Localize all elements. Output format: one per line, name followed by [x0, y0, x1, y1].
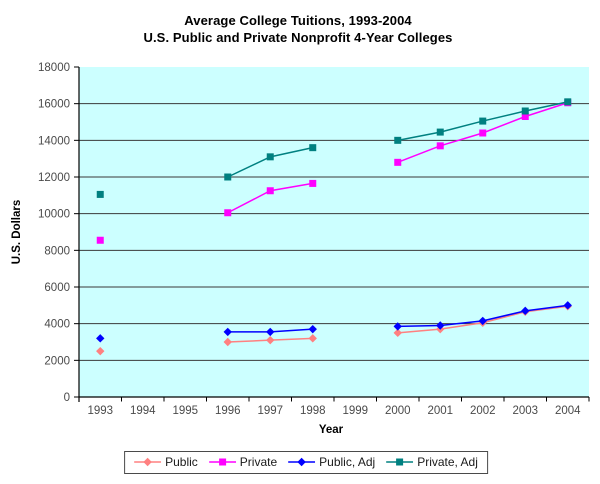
legend-square-swatch-icon — [208, 458, 236, 466]
legend-label: Public — [165, 455, 198, 469]
data-point-diamond — [223, 337, 232, 347]
data-point-diamond — [96, 334, 105, 343]
data-point-diamond — [436, 321, 445, 330]
legend-label: Public, Adj — [319, 455, 376, 469]
series-private-adj — [96, 98, 572, 198]
data-point-diamond — [96, 346, 105, 356]
plot-background — [79, 67, 589, 397]
data-point-diamond — [478, 316, 487, 326]
x-tick-label: 1996 — [215, 405, 241, 417]
data-point-diamond — [266, 335, 275, 345]
x-tick-label: 2004 — [555, 405, 581, 417]
legend: Public Private Public, Adj Private, Adj — [124, 451, 488, 474]
data-point-square — [479, 117, 487, 125]
chart-title: Average College Tuitions, 1993-2004 — [184, 13, 412, 28]
x-tick-label: 2003 — [512, 405, 538, 417]
x-axis-ticks: 1993 1994 1995 1996 1997 1998 1999 2000 2001 2002… — [78, 397, 590, 417]
y-tick-label: 16000 — [38, 99, 70, 111]
data-point-square — [309, 144, 317, 152]
data-point-diamond — [223, 327, 232, 337]
chart-title-block: Average College Tuitions, 1993-2004 U.S.… — [0, 12, 596, 46]
y-tick-label: 2000 — [44, 355, 70, 367]
chart-subtitle: U.S. Public and Private Nonprofit 4-Year… — [143, 30, 453, 45]
x-tick-label: 1998 — [300, 405, 326, 417]
data-point-diamond — [521, 306, 530, 316]
y-tick-label: 10000 — [38, 209, 70, 221]
data-point-diamond — [393, 322, 402, 331]
legend-item-private: Private — [208, 455, 278, 469]
legend-diamond-swatch-icon — [288, 457, 316, 467]
data-point-diamond — [308, 334, 317, 343]
data-point-square — [224, 209, 232, 217]
y-tick-label: 12000 — [38, 172, 70, 184]
data-point-diamond — [266, 327, 275, 337]
legend-label: Private, Adj — [417, 455, 478, 469]
data-point-square — [521, 113, 529, 120]
legend-square-swatch-icon — [386, 458, 414, 466]
y-axis-ticks: 0 2000 4000 6000 8000 10000 12000 14000 16000 180… — [38, 62, 79, 404]
x-tick-label: 1993 — [87, 405, 113, 417]
x-tick-label: 2000 — [385, 405, 411, 417]
x-tick-label: 2002 — [470, 405, 496, 417]
y-tick-label: 18000 — [38, 62, 70, 74]
y-tick-label: 6000 — [44, 282, 70, 294]
series-public-adj — [96, 301, 572, 343]
data-point-square — [266, 153, 274, 161]
x-tick-label: 1997 — [257, 405, 283, 417]
x-tick-label: 1995 — [172, 405, 198, 417]
gridlines — [79, 103, 589, 361]
legend-item-public-adj: Public, Adj — [288, 455, 375, 469]
y-tick-label: 0 — [64, 392, 70, 404]
x-axis-title: Year — [318, 424, 344, 436]
data-point-square — [394, 136, 402, 144]
data-point-square — [394, 158, 402, 166]
legend-item-private-adj: Private, Adj — [386, 455, 478, 469]
data-point-square — [266, 187, 274, 195]
legend-label: Private — [239, 455, 278, 469]
x-tick-label: 2001 — [427, 405, 453, 417]
data-point-square — [521, 107, 529, 115]
data-point-square — [436, 128, 444, 136]
legend-diamond-swatch-icon — [134, 457, 162, 467]
data-point-square — [96, 236, 104, 244]
data-point-square — [309, 179, 317, 187]
legend-item-public: Public — [134, 455, 198, 469]
data-point-diamond — [393, 328, 402, 338]
y-tick-label: 14000 — [38, 135, 70, 147]
x-tick-label: 1994 — [130, 405, 156, 417]
y-axis-title: U.S. Dollars — [11, 199, 23, 265]
data-point-square — [564, 98, 572, 106]
y-tick-label: 4000 — [44, 319, 70, 331]
x-tick-label: 1999 — [342, 405, 368, 417]
data-point-square — [479, 129, 487, 137]
data-point-diamond — [563, 301, 572, 310]
y-tick-label: 8000 — [44, 245, 70, 257]
data-point-square — [224, 173, 232, 181]
data-point-square — [96, 190, 104, 198]
data-point-square — [436, 142, 444, 150]
data-point-diamond — [308, 324, 317, 334]
